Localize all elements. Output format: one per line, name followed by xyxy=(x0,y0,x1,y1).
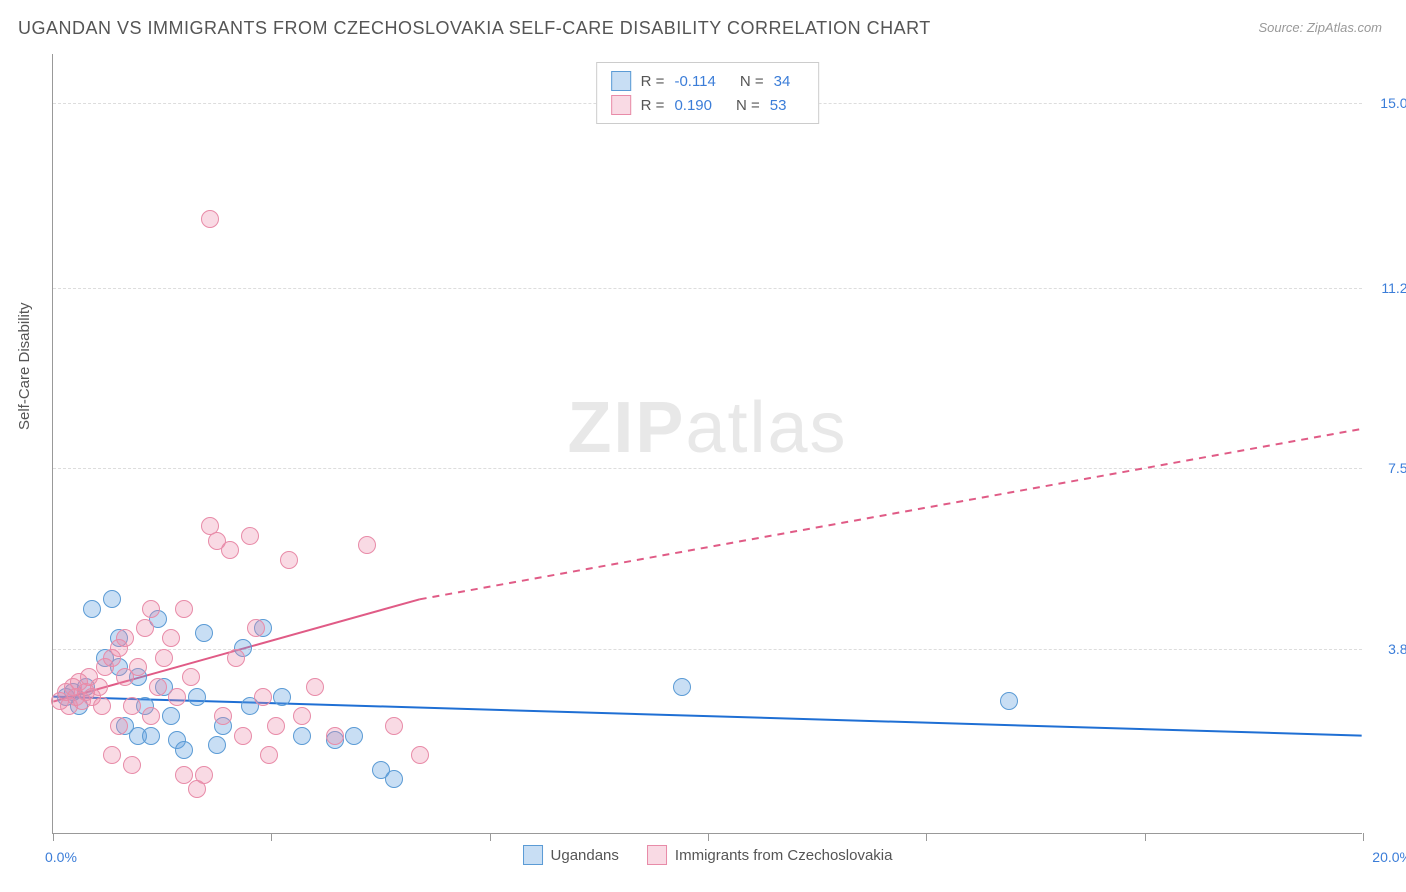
legend-swatch-series-1 xyxy=(523,845,543,865)
scatter-point-czechoslovakia xyxy=(280,551,298,569)
n-label: N = xyxy=(740,73,764,90)
x-axis-origin-label: 0.0% xyxy=(45,849,77,865)
scatter-point-czechoslovakia xyxy=(221,541,239,559)
scatter-point-czechoslovakia xyxy=(168,688,186,706)
source-attribution: Source: ZipAtlas.com xyxy=(1258,20,1382,35)
scatter-point-czechoslovakia xyxy=(162,629,180,647)
n-label: N = xyxy=(736,97,760,114)
scatter-point-czechoslovakia xyxy=(175,600,193,618)
legend-label-series-1: Ugandans xyxy=(551,847,619,864)
x-tick xyxy=(1363,833,1364,841)
x-tick xyxy=(271,833,272,841)
x-tick xyxy=(490,833,491,841)
legend-swatch-series-1 xyxy=(611,71,631,91)
r-label: R = xyxy=(641,97,665,114)
bottom-legend: Ugandans Immigrants from Czechoslovakia xyxy=(523,845,893,865)
scatter-point-ugandans xyxy=(195,624,213,642)
y-axis-label: Self-Care Disability xyxy=(16,302,33,430)
scatter-point-czechoslovakia xyxy=(306,678,324,696)
scatter-point-czechoslovakia xyxy=(149,678,167,696)
x-axis-max-label: 20.0% xyxy=(1372,849,1406,865)
scatter-point-czechoslovakia xyxy=(123,756,141,774)
scatter-point-czechoslovakia xyxy=(247,619,265,637)
scatter-point-ugandans xyxy=(385,770,403,788)
scatter-point-ugandans xyxy=(175,741,193,759)
scatter-point-czechoslovakia xyxy=(90,678,108,696)
scatter-point-ugandans xyxy=(103,590,121,608)
y-tick-label: 7.5% xyxy=(1388,460,1406,476)
scatter-point-czechoslovakia xyxy=(155,649,173,667)
scatter-point-czechoslovakia xyxy=(93,697,111,715)
scatter-point-czechoslovakia xyxy=(136,619,154,637)
x-tick xyxy=(1145,833,1146,841)
r-label: R = xyxy=(641,73,665,90)
scatter-point-ugandans xyxy=(345,727,363,745)
scatter-point-czechoslovakia xyxy=(123,697,141,715)
x-tick xyxy=(53,833,54,841)
scatter-point-czechoslovakia xyxy=(214,707,232,725)
legend-item-series-2: Immigrants from Czechoslovakia xyxy=(647,845,893,865)
scatter-point-ugandans xyxy=(142,727,160,745)
scatter-point-ugandans xyxy=(673,678,691,696)
legend-swatch-series-2 xyxy=(611,95,631,115)
scatter-point-czechoslovakia xyxy=(227,649,245,667)
x-tick xyxy=(708,833,709,841)
legend-item-series-1: Ugandans xyxy=(523,845,619,865)
n-value-series-1: 34 xyxy=(774,73,791,90)
scatter-point-ugandans xyxy=(83,600,101,618)
legend-swatch-series-2 xyxy=(647,845,667,865)
scatter-point-czechoslovakia xyxy=(110,717,128,735)
scatter-point-ugandans xyxy=(208,736,226,754)
plot-area: ZIPatlas R = -0.114 N = 34 R = 0.190 N =… xyxy=(52,54,1362,834)
trend-line xyxy=(420,429,1362,599)
scatter-point-czechoslovakia xyxy=(201,210,219,228)
n-value-series-2: 53 xyxy=(770,97,787,114)
r-value-series-2: 0.190 xyxy=(674,97,712,114)
scatter-point-czechoslovakia xyxy=(358,536,376,554)
scatter-point-czechoslovakia xyxy=(142,600,160,618)
scatter-point-czechoslovakia xyxy=(241,527,259,545)
scatter-point-czechoslovakia xyxy=(267,717,285,735)
scatter-point-czechoslovakia xyxy=(129,658,147,676)
y-tick-label: 11.2% xyxy=(1381,280,1406,296)
scatter-point-czechoslovakia xyxy=(260,746,278,764)
scatter-point-czechoslovakia xyxy=(254,688,272,706)
scatter-point-czechoslovakia xyxy=(103,746,121,764)
scatter-point-czechoslovakia xyxy=(293,707,311,725)
scatter-point-ugandans xyxy=(188,688,206,706)
legend-label-series-2: Immigrants from Czechoslovakia xyxy=(675,847,893,864)
y-tick-label: 3.8% xyxy=(1388,641,1406,657)
scatter-point-czechoslovakia xyxy=(182,668,200,686)
chart-title: UGANDAN VS IMMIGRANTS FROM CZECHOSLOVAKI… xyxy=(18,18,931,39)
trend-lines-layer xyxy=(53,54,1362,833)
scatter-point-ugandans xyxy=(1000,692,1018,710)
stats-row-series-1: R = -0.114 N = 34 xyxy=(611,69,805,93)
stats-legend: R = -0.114 N = 34 R = 0.190 N = 53 xyxy=(596,62,820,124)
scatter-point-czechoslovakia xyxy=(195,766,213,784)
stats-row-series-2: R = 0.190 N = 53 xyxy=(611,93,805,117)
scatter-point-czechoslovakia xyxy=(175,766,193,784)
scatter-point-czechoslovakia xyxy=(116,629,134,647)
scatter-point-czechoslovakia xyxy=(411,746,429,764)
scatter-point-czechoslovakia xyxy=(142,707,160,725)
scatter-point-ugandans xyxy=(162,707,180,725)
r-value-series-1: -0.114 xyxy=(674,73,715,90)
scatter-point-ugandans xyxy=(273,688,291,706)
scatter-point-czechoslovakia xyxy=(385,717,403,735)
y-tick-label: 15.0% xyxy=(1380,95,1406,111)
chart-container: UGANDAN VS IMMIGRANTS FROM CZECHOSLOVAKI… xyxy=(0,0,1406,892)
scatter-point-ugandans xyxy=(293,727,311,745)
x-tick xyxy=(926,833,927,841)
scatter-point-czechoslovakia xyxy=(234,727,252,745)
scatter-point-czechoslovakia xyxy=(326,727,344,745)
